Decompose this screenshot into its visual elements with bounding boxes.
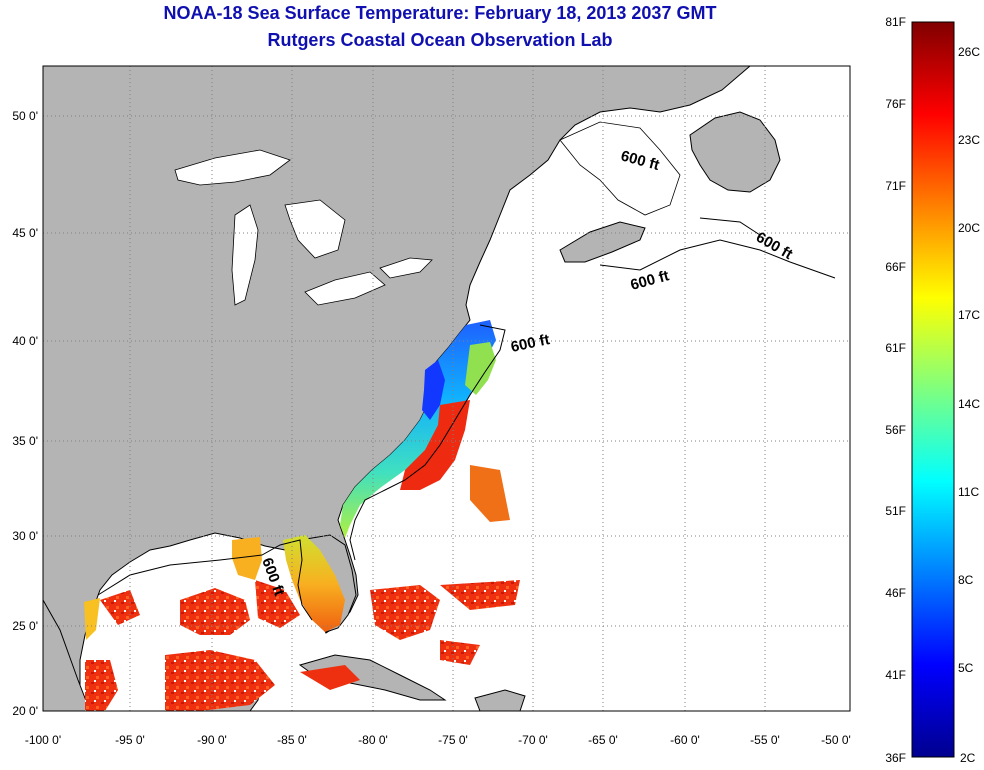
sst-data-overlay bbox=[84, 320, 520, 711]
colorbar bbox=[911, 21, 955, 758]
lon-tick-label: -55 0' bbox=[750, 733, 780, 747]
lat-tick-label: 50 0' bbox=[12, 109, 38, 123]
lat-tick-label: 25 0' bbox=[12, 619, 38, 633]
lon-tick-label: -100 0' bbox=[25, 733, 61, 747]
colorbar-c-label: 14C bbox=[958, 397, 980, 411]
colorbar-f-label: 46F bbox=[885, 586, 906, 600]
latitude-axis: 50 0' 45 0' 40 0' 35 0' 30 0' 25 0' 20 0… bbox=[12, 109, 38, 718]
lon-tick-label: -60 0' bbox=[670, 733, 700, 747]
lon-tick-label: -85 0' bbox=[277, 733, 307, 747]
colorbar-fahrenheit-labels: 81F 76F 71F 66F 61F 56F 51F 46F 41F 36F bbox=[885, 15, 906, 765]
colorbar-c-label: 23C bbox=[958, 133, 980, 147]
lon-tick-label: -70 0' bbox=[518, 733, 548, 747]
colorbar-f-label: 36F bbox=[885, 751, 906, 765]
colorbar-c-label: 17C bbox=[958, 308, 980, 322]
lon-tick-label: -90 0' bbox=[197, 733, 227, 747]
north-america-land bbox=[43, 66, 751, 711]
colorbar-f-label: 51F bbox=[885, 504, 906, 518]
colorbar-f-label: 71F bbox=[885, 179, 906, 193]
lat-tick-label: 30 0' bbox=[12, 529, 38, 543]
colorbar-c-label: 11C bbox=[958, 485, 979, 499]
longitude-axis: -100 0' -95 0' -90 0' -85 0' -80 0' -75 … bbox=[25, 733, 851, 747]
colorbar-f-label: 66F bbox=[885, 260, 906, 274]
map-frame bbox=[42, 65, 851, 712]
colorbar-f-label: 41F bbox=[885, 668, 906, 682]
colorbar-c-label: 26C bbox=[958, 45, 980, 59]
st-lawrence-water bbox=[559, 121, 681, 216]
title-line-1: NOAA-18 Sea Surface Temperature: Februar… bbox=[163, 3, 717, 23]
lon-tick-label: -65 0' bbox=[588, 733, 618, 747]
hispaniola-land bbox=[474, 689, 526, 711]
colorbar-f-label: 76F bbox=[885, 97, 906, 111]
lon-tick-label: -80 0' bbox=[358, 733, 388, 747]
lat-tick-label: 20 0' bbox=[12, 704, 38, 718]
colorbar-f-label: 81F bbox=[885, 15, 906, 29]
newfoundland-land bbox=[689, 111, 781, 193]
colorbar-c-label: 20C bbox=[958, 221, 980, 235]
colorbar-f-label: 61F bbox=[885, 341, 906, 355]
colorbar-c-label: 8C bbox=[958, 573, 974, 587]
lat-lon-grid bbox=[43, 66, 850, 711]
lon-tick-label: -95 0' bbox=[115, 733, 145, 747]
great-lakes bbox=[174, 149, 433, 306]
lon-tick-label: -50 0' bbox=[821, 733, 851, 747]
colorbar-f-label: 56F bbox=[885, 423, 906, 437]
colorbar-c-label: 5C bbox=[958, 661, 974, 675]
yucatan-land bbox=[43, 598, 91, 711]
lat-tick-label: 45 0' bbox=[12, 226, 38, 240]
title-line-2: Rutgers Coastal Ocean Observation Lab bbox=[267, 30, 613, 50]
colorbar-c-label: 2C bbox=[960, 751, 976, 765]
colorbar-celsius-labels: 26C 23C 20C 17C 14C 11C 8C 5C 2C bbox=[958, 45, 980, 765]
lat-tick-label: 40 0' bbox=[12, 334, 38, 348]
lat-tick-label: 35 0' bbox=[12, 434, 38, 448]
lon-tick-label: -75 0' bbox=[438, 733, 468, 747]
contour-600ft-line bbox=[97, 217, 836, 621]
